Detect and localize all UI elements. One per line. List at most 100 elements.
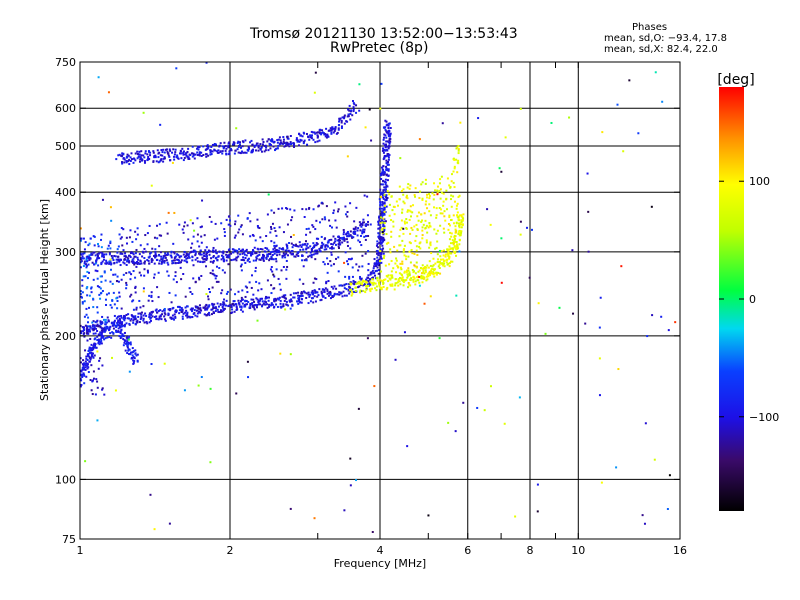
echo-point (456, 161, 459, 164)
echo-point (196, 315, 199, 318)
echo-point (381, 232, 384, 235)
echo-point (269, 147, 272, 150)
echo-point (85, 266, 88, 269)
echo-point (388, 139, 391, 142)
echo-point (180, 157, 183, 160)
echo-point (351, 288, 354, 291)
echo-point (122, 261, 125, 264)
echo-point (394, 262, 397, 265)
echo-point (187, 238, 190, 241)
echo-point (84, 460, 87, 463)
echo-point (143, 247, 146, 250)
echo-point (184, 311, 187, 314)
echo-point (321, 244, 324, 247)
echo-point (336, 131, 339, 134)
echo-point (158, 315, 161, 318)
echo-point (313, 517, 316, 520)
echo-point (297, 291, 300, 294)
echo-point (615, 466, 618, 469)
echo-point (276, 297, 279, 300)
echo-point (312, 208, 315, 211)
echo-point (182, 152, 185, 155)
echo-point (232, 248, 235, 251)
echo-point (290, 235, 293, 238)
echo-point (380, 257, 383, 260)
echo-point (439, 197, 442, 200)
echo-point (397, 279, 400, 282)
echo-point (84, 263, 87, 266)
echo-point (129, 278, 132, 281)
echo-point (617, 368, 620, 371)
echo-point (131, 351, 134, 354)
echo-point (244, 295, 247, 298)
echo-point (81, 296, 84, 299)
echo-point (111, 299, 114, 302)
echo-point (257, 226, 260, 229)
echo-point (134, 291, 137, 294)
echo-point (236, 142, 239, 145)
echo-point (98, 293, 101, 296)
echo-point (153, 276, 156, 279)
echo-point (236, 252, 239, 255)
echo-point (386, 140, 389, 143)
echo-point (375, 244, 378, 247)
echo-point (379, 214, 382, 217)
echo-point (87, 371, 90, 374)
echo-point (255, 280, 258, 283)
echo-point (388, 154, 391, 157)
echo-point (209, 260, 212, 263)
echo-point (129, 159, 132, 162)
echo-point (184, 314, 187, 317)
echo-point (237, 255, 240, 258)
echo-point (137, 312, 140, 315)
echo-point (313, 295, 316, 298)
echo-point (194, 314, 197, 317)
echo-point (352, 102, 355, 105)
echo-point (401, 211, 404, 214)
echo-point (270, 240, 273, 243)
echo-point (325, 205, 328, 208)
echo-point (187, 156, 190, 159)
echo-point (409, 232, 412, 235)
echo-point (234, 223, 237, 226)
echo-point (337, 208, 340, 211)
echo-point (241, 150, 244, 153)
echo-point (530, 228, 533, 231)
echo-point (343, 122, 346, 125)
echo-point (121, 244, 124, 247)
echo-point (117, 255, 120, 258)
echo-point (296, 139, 299, 142)
echo-point (251, 252, 254, 255)
echo-point (290, 219, 293, 222)
echo-point (380, 213, 383, 216)
echo-point (500, 281, 503, 284)
echo-point (228, 215, 231, 218)
echo-point (433, 228, 436, 231)
echo-point (178, 223, 181, 226)
echo-point (315, 219, 318, 222)
echo-point (282, 295, 285, 298)
echo-point (117, 245, 120, 248)
echo-point (185, 260, 188, 263)
echo-point (380, 270, 383, 273)
echo-point (366, 214, 369, 217)
echo-point (320, 290, 323, 293)
echo-point (174, 316, 177, 319)
echo-point (134, 315, 137, 318)
echo-point (231, 311, 234, 314)
echo-point (178, 259, 181, 262)
echo-point (403, 254, 406, 257)
echo-point (118, 260, 121, 263)
echo-point (159, 315, 162, 318)
echo-point (107, 244, 110, 247)
x-tick-label: 10 (571, 544, 585, 557)
echo-point (313, 131, 316, 134)
echo-point (88, 352, 91, 355)
echo-point (334, 126, 337, 129)
echo-point (440, 208, 443, 211)
echo-point (96, 323, 99, 326)
echo-point (353, 283, 356, 286)
echo-point (455, 221, 458, 224)
echo-point (326, 271, 329, 274)
echo-point (434, 247, 437, 250)
